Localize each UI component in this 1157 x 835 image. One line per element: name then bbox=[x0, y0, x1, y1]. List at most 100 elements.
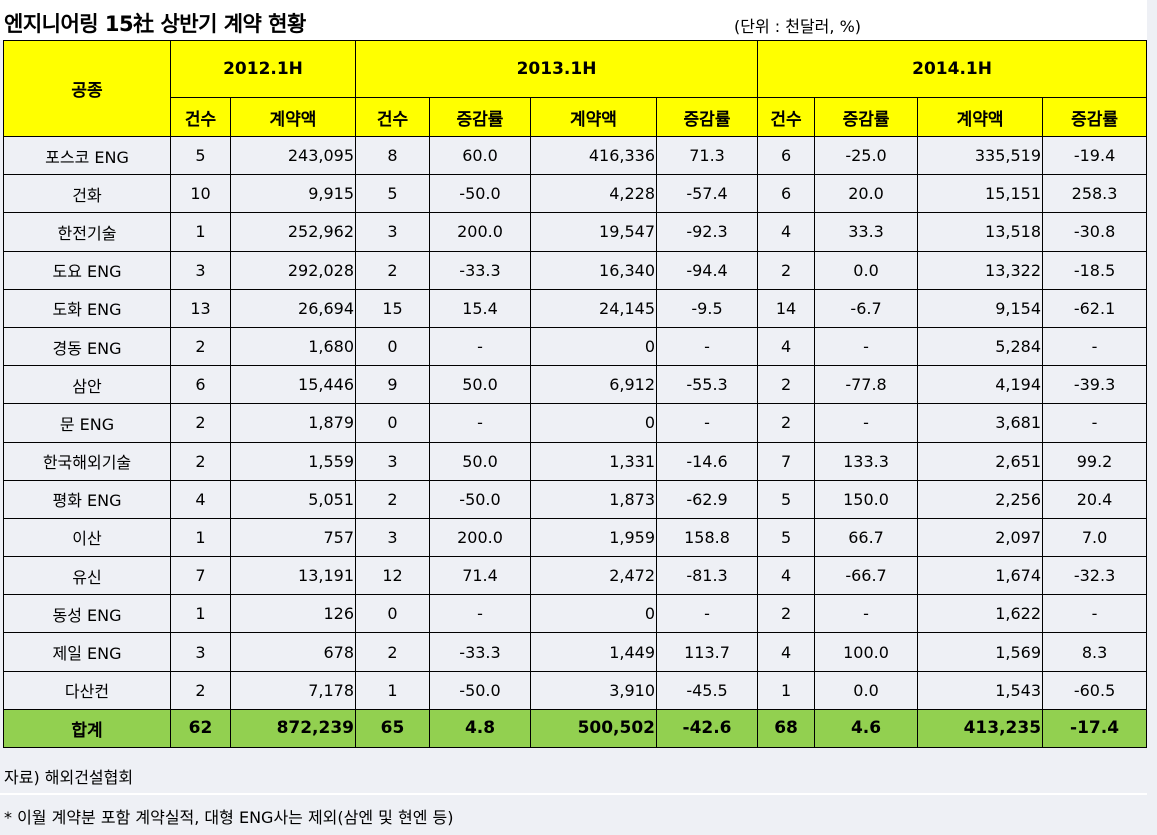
cell-amount-2014: 5,284 bbox=[917, 326, 1044, 367]
table-row: 도요 ENG 3 292,028 2 -33.3 16,340 -94.4 2 0.0 13,32… bbox=[3, 250, 1148, 290]
table-row: 유신 7 13,191 12 71.4 2,472 -81.3 4 -66.7 1,674 -32.… bbox=[3, 556, 1148, 596]
cell-amount-2014: 15,151 bbox=[917, 174, 1044, 214]
cell-count-2014: 4 bbox=[757, 556, 816, 596]
cell-amount-2012: 13,191 bbox=[230, 556, 356, 596]
header-change-amount-2013: 증감률 bbox=[655, 97, 759, 137]
cell-amount-2012: 5,051 bbox=[230, 479, 356, 519]
cell-change-count-2014: 150.0 bbox=[814, 479, 919, 519]
cell-company-name: 이산 bbox=[3, 517, 171, 558]
table-row: 이산 1 757 3 200.0 1,959 158.8 5 66.7 2,097 7.0 bbox=[3, 517, 1148, 558]
header-amount-2012: 계약액 bbox=[230, 97, 356, 137]
cell-amount-2014: 13,518 bbox=[917, 212, 1044, 252]
header-change-count-2014: 증감률 bbox=[814, 97, 919, 137]
cell-count-2012: 1 bbox=[170, 594, 231, 634]
cell-amount-2013: 0 bbox=[530, 403, 657, 443]
cell-amount-2012: 9,915 bbox=[230, 174, 356, 214]
cell-company-name: 유신 bbox=[3, 556, 171, 596]
header-amount-2014: 계약액 bbox=[917, 97, 1044, 137]
cell-amount-2012: 243,095 bbox=[230, 135, 356, 176]
cell-change-amount-2013: 71.3 bbox=[655, 135, 759, 176]
cell-change-count-2014: 100.0 bbox=[814, 632, 919, 672]
cell-change-amount-2014: -32.3 bbox=[1042, 556, 1148, 596]
cell-amount-2014: 2,256 bbox=[917, 479, 1044, 519]
cell-amount-2013: 0 bbox=[530, 594, 657, 634]
cell-change-count-2014: 0.0 bbox=[814, 250, 919, 290]
cell-count-2014: 6 bbox=[757, 135, 816, 176]
cell-count-2012: 2 bbox=[170, 441, 231, 481]
cell-amount-2014: 1,569 bbox=[917, 632, 1044, 672]
cell-count-2013: 65 bbox=[355, 708, 430, 749]
cell-count-2012: 2 bbox=[170, 403, 231, 443]
cell-change-amount-2014: - bbox=[1042, 403, 1148, 443]
cell-amount-2013: 6,912 bbox=[530, 365, 657, 405]
header-period-2014: 2014.1H bbox=[757, 40, 1148, 98]
cell-amount-2013: 1,449 bbox=[530, 632, 657, 672]
cell-company-name: 삼안 bbox=[3, 365, 171, 405]
cell-amount-2013: 0 bbox=[530, 326, 657, 367]
cell-company-name: 평화 ENG bbox=[3, 479, 171, 519]
cell-change-count-2013: -50.0 bbox=[429, 174, 531, 214]
header-count-2013: 건수 bbox=[355, 97, 430, 137]
cell-change-count-2014: 4.6 bbox=[814, 708, 919, 749]
cell-amount-2012: 126 bbox=[230, 594, 356, 634]
cell-change-count-2013: 200.0 bbox=[429, 212, 531, 252]
table-row: 제일 ENG 3 678 2 -33.3 1,449 113.7 4 100.0 1,569 8.3 bbox=[3, 632, 1148, 672]
cell-count-2013: 2 bbox=[355, 479, 430, 519]
cell-count-2013: 2 bbox=[355, 250, 430, 290]
cell-change-count-2014: - bbox=[814, 403, 919, 443]
cell-change-amount-2014: -17.4 bbox=[1042, 708, 1148, 749]
cell-change-amount-2014: 7.0 bbox=[1042, 517, 1148, 558]
cell-change-count-2013: 60.0 bbox=[429, 135, 531, 176]
header-change-count-2013: 증감률 bbox=[429, 97, 531, 137]
cell-count-2013: 1 bbox=[355, 670, 430, 710]
cell-amount-2012: 252,962 bbox=[230, 212, 356, 252]
cell-amount-2013: 500,502 bbox=[530, 708, 657, 749]
cell-change-amount-2013: -14.6 bbox=[655, 441, 759, 481]
cell-company-name: 경동 ENG bbox=[3, 326, 171, 367]
unit-label: (단위 : 천달러, %) bbox=[734, 17, 862, 36]
cell-change-amount-2013: - bbox=[655, 326, 759, 367]
cell-change-amount-2013: - bbox=[655, 594, 759, 634]
cell-amount-2012: 26,694 bbox=[230, 288, 356, 328]
cell-amount-2014: 2,651 bbox=[917, 441, 1044, 481]
cell-count-2012: 7 bbox=[170, 556, 231, 596]
cell-amount-2012: 292,028 bbox=[230, 250, 356, 290]
cell-change-amount-2013: -42.6 bbox=[655, 708, 759, 749]
cell-change-amount-2014: 8.3 bbox=[1042, 632, 1148, 672]
cell-company-name: 합계 bbox=[3, 708, 171, 749]
header-period-2012: 2012.1H bbox=[170, 40, 356, 98]
cell-count-2014: 2 bbox=[757, 250, 816, 290]
cell-amount-2012: 7,178 bbox=[230, 670, 356, 710]
table-row: 동성 ENG 1 126 0-0-2-1,622- bbox=[3, 594, 1148, 634]
cell-amount-2014: 413,235 bbox=[917, 708, 1044, 749]
footnote: * 이월 계약분 포함 계약실적, 대형 ENG사는 제외(삼엔 및 현엔 등) bbox=[4, 808, 454, 827]
header-row-metrics: 건수 계약액 건수 증감률 계약액 증감률 건수 증감률 계약액 증감률 bbox=[4, 97, 1148, 137]
cell-count-2014: 2 bbox=[757, 594, 816, 634]
cell-count-2012: 3 bbox=[170, 250, 231, 290]
cell-count-2013: 0 bbox=[355, 594, 430, 634]
cell-change-amount-2013: -62.9 bbox=[655, 479, 759, 519]
cell-change-amount-2014: -39.3 bbox=[1042, 365, 1148, 405]
cell-change-amount-2014: -19.4 bbox=[1042, 135, 1148, 176]
header-count-2012: 건수 bbox=[170, 97, 231, 137]
table-row: 도화 ENG 13 26,694 15 15.4 24,145 -9.5 14 -6.7 9,15… bbox=[3, 288, 1148, 328]
cell-count-2013: 8 bbox=[355, 135, 430, 176]
cell-count-2014: 68 bbox=[757, 708, 816, 749]
cell-count-2014: 5 bbox=[757, 517, 816, 558]
cell-change-count-2014: 0.0 bbox=[814, 670, 919, 710]
cell-change-amount-2014: 99.2 bbox=[1042, 441, 1148, 481]
cell-change-count-2014: - bbox=[814, 594, 919, 634]
cell-amount-2014: 2,097 bbox=[917, 517, 1044, 558]
cell-change-amount-2013: -94.4 bbox=[655, 250, 759, 290]
cell-company-name: 동성 ENG bbox=[3, 594, 171, 634]
cell-company-name: 도요 ENG bbox=[3, 250, 171, 290]
cell-company-name: 제일 ENG bbox=[3, 632, 171, 672]
cell-change-count-2013: - bbox=[429, 594, 531, 634]
cell-change-count-2014: -77.8 bbox=[814, 365, 919, 405]
cell-amount-2014: 9,154 bbox=[917, 288, 1044, 328]
cell-count-2014: 4 bbox=[757, 632, 816, 672]
page-title: 엔지니어링 15社 상반기 계약 현황 bbox=[4, 12, 306, 36]
total-row: 합계 62 872,239 65 4.8 500,502 -42.6 68 4.6 413,235… bbox=[3, 708, 1148, 749]
cell-change-amount-2013: 158.8 bbox=[655, 517, 759, 558]
cell-change-count-2013: 71.4 bbox=[429, 556, 531, 596]
